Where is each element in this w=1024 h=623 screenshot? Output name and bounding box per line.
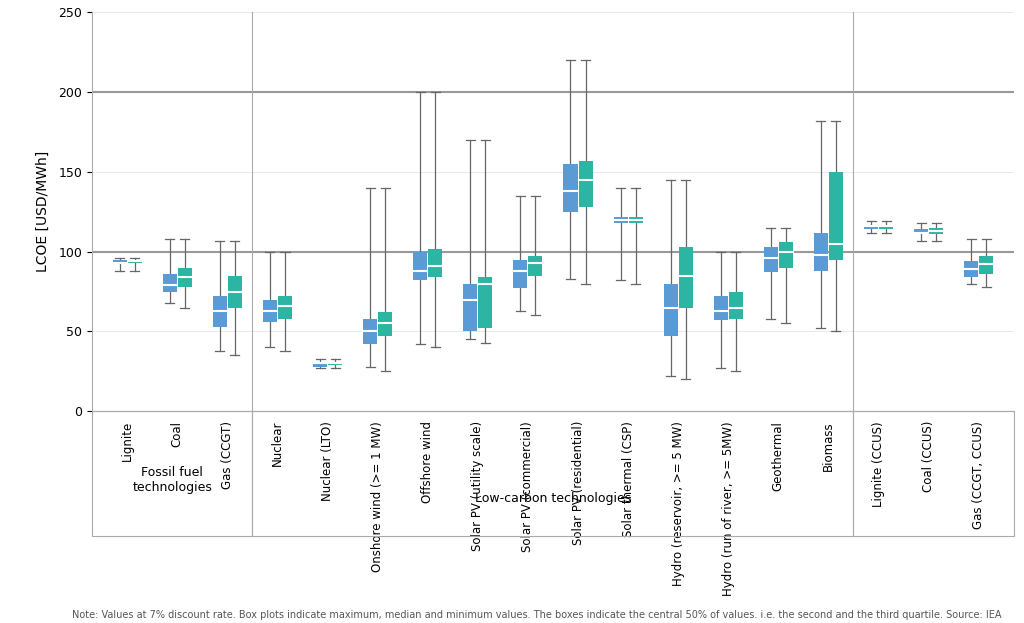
Bar <box>263 300 276 322</box>
Bar <box>163 274 177 292</box>
Bar <box>128 260 141 263</box>
Bar <box>563 164 578 212</box>
Y-axis label: LCOE [USD/MWh]: LCOE [USD/MWh] <box>36 151 50 272</box>
Bar <box>613 217 628 223</box>
Text: Fossil fuel
technologies: Fossil fuel technologies <box>132 466 212 493</box>
Bar <box>629 217 643 223</box>
Bar <box>579 161 593 207</box>
Bar <box>729 292 742 319</box>
Bar <box>213 297 227 326</box>
Bar <box>879 224 893 229</box>
Bar <box>278 297 292 319</box>
Bar <box>528 257 543 275</box>
Text: Note: Values at 7% discount rate. Box plots indicate maximum, median and minimum: Note: Values at 7% discount rate. Box pl… <box>72 610 1001 620</box>
Bar <box>679 247 692 308</box>
Bar <box>979 257 993 274</box>
Bar <box>113 260 127 264</box>
Text: Low-carbon technologies: Low-carbon technologies <box>475 492 631 505</box>
Bar <box>178 268 191 287</box>
Bar <box>313 362 327 366</box>
Bar <box>864 224 878 229</box>
Bar <box>478 277 493 328</box>
Bar <box>463 283 477 331</box>
Bar <box>228 275 242 308</box>
Bar <box>929 228 943 234</box>
Bar <box>428 249 442 277</box>
Bar <box>965 261 978 277</box>
Bar <box>378 312 392 336</box>
Bar <box>513 260 527 288</box>
Bar <box>764 247 778 272</box>
Bar <box>714 297 728 320</box>
Bar <box>328 362 342 365</box>
Bar <box>414 252 427 280</box>
Bar <box>814 232 828 271</box>
Bar <box>364 319 377 344</box>
Bar <box>779 242 793 268</box>
Bar <box>829 172 843 260</box>
Bar <box>664 283 678 336</box>
Bar <box>914 229 928 234</box>
